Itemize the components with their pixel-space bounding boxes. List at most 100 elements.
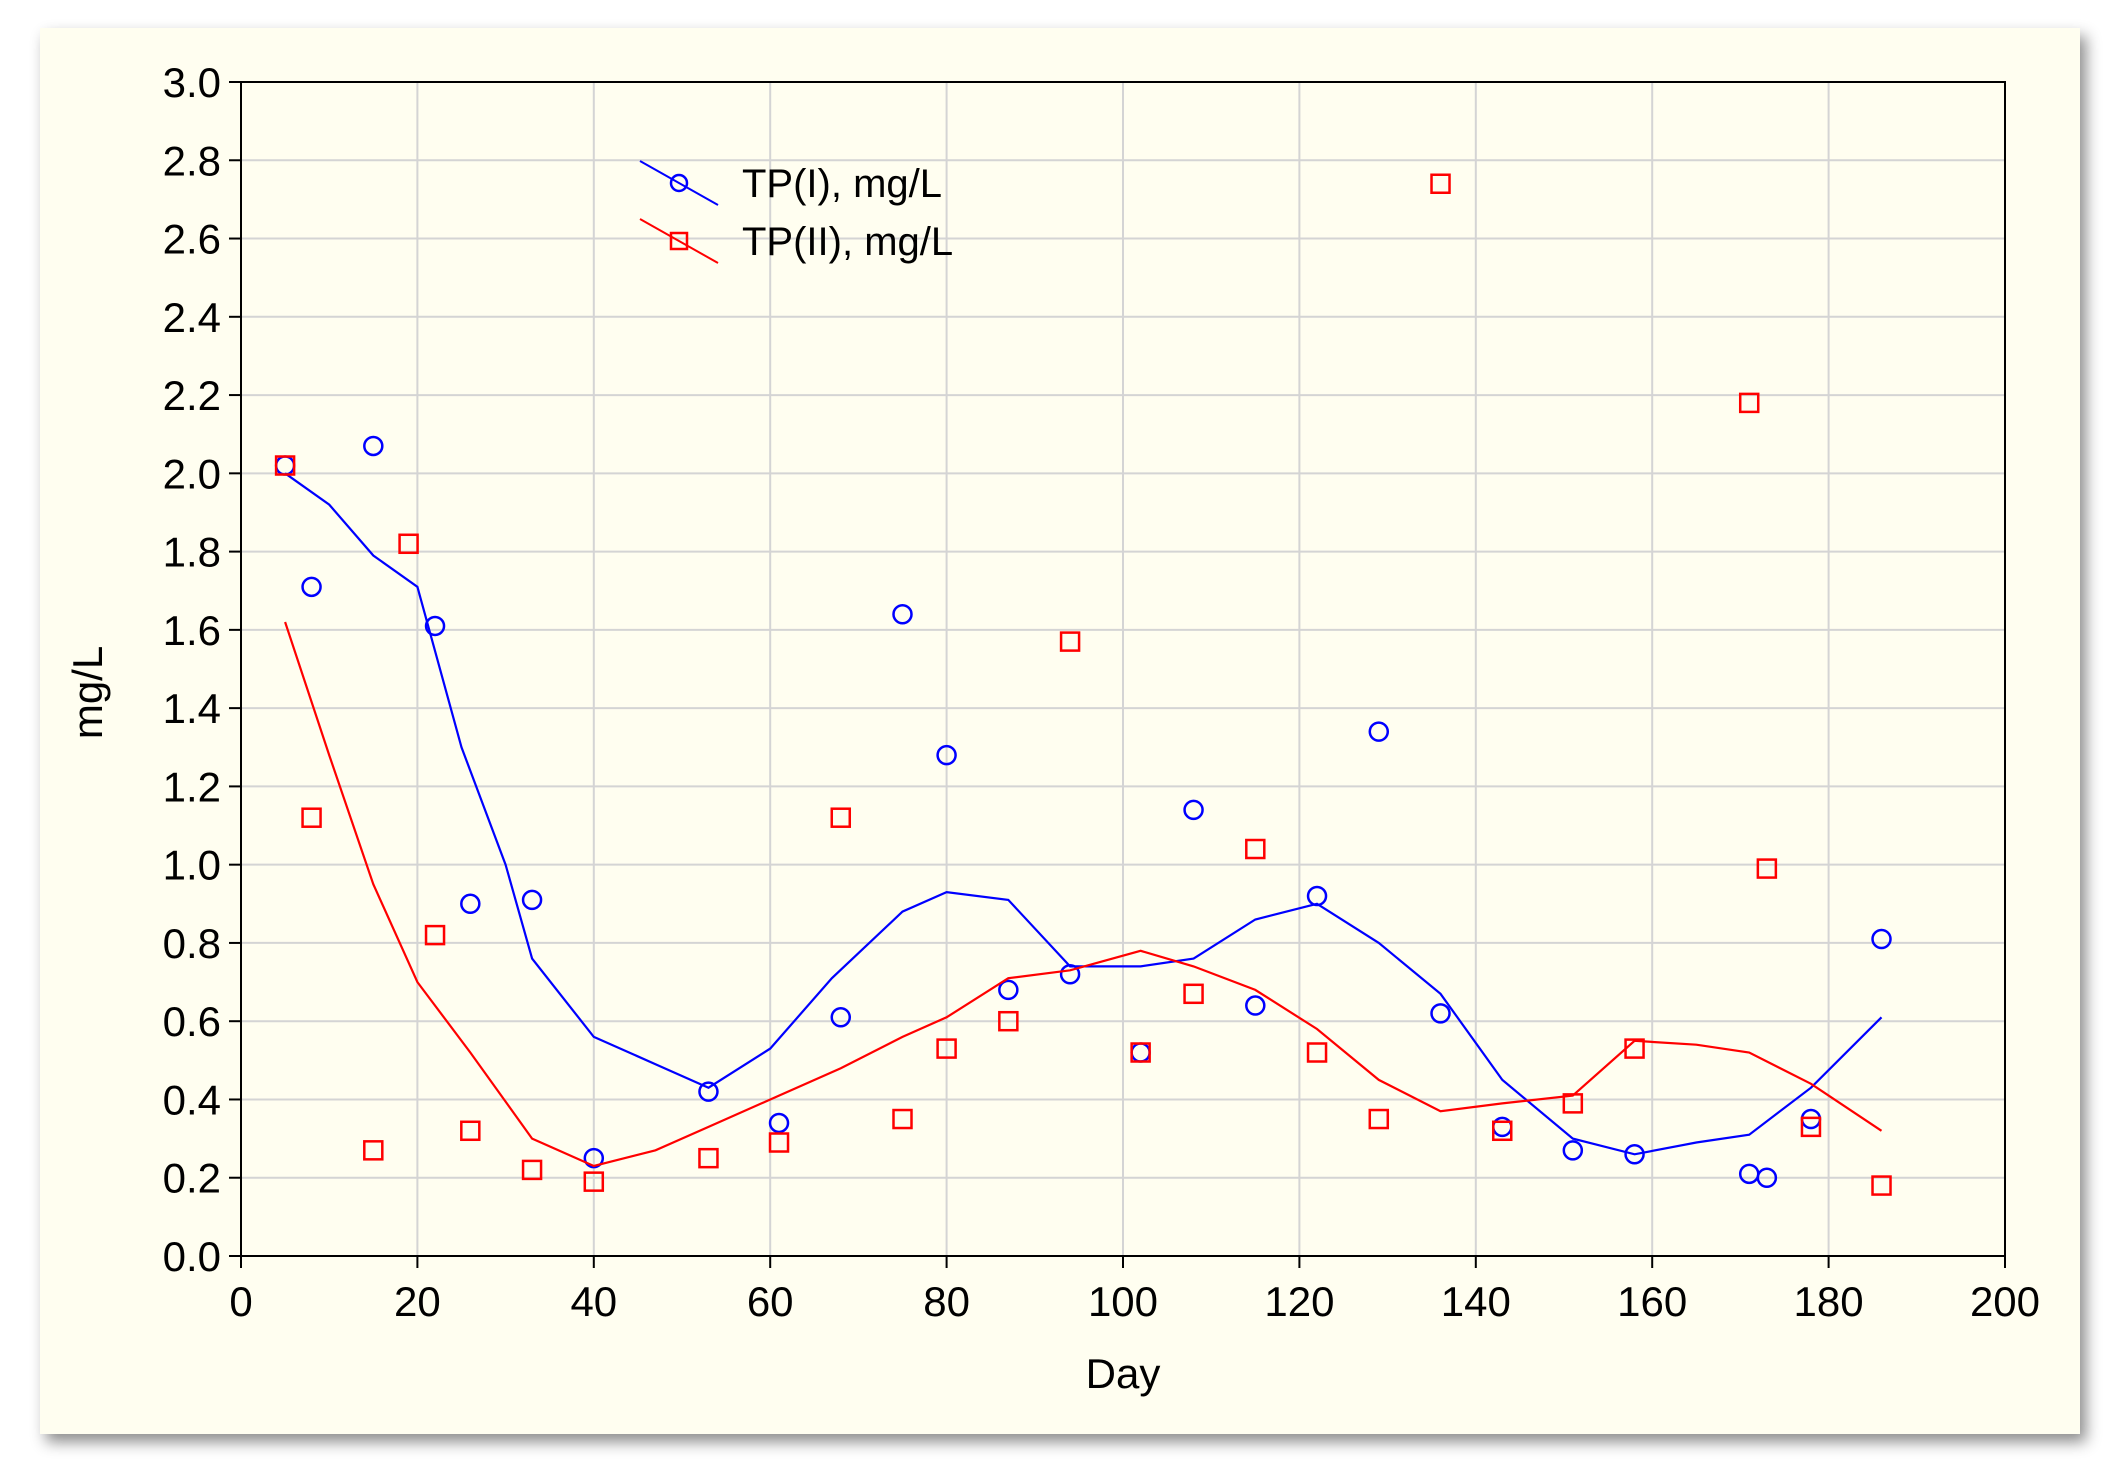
data-point-circle xyxy=(936,744,957,766)
data-point-square xyxy=(936,1038,957,1059)
x-tick-label: 100 xyxy=(1088,1278,1158,1325)
series-layer xyxy=(274,173,1892,1196)
data-point-square xyxy=(460,1120,481,1142)
data-point-square xyxy=(301,807,322,828)
x-tick-label: 80 xyxy=(923,1278,970,1325)
data-point-square xyxy=(998,1010,1019,1032)
data-point-square xyxy=(274,455,296,476)
data-point-square xyxy=(424,924,446,946)
chart-frame: 0 20 40 60 80 100 120 140 160 180 200 0.0 0.2 0.4 0.6 0… xyxy=(40,28,2080,1434)
y-tick-label: 0.8 xyxy=(163,920,221,967)
data-point-square xyxy=(698,1147,719,1169)
data-point-circle xyxy=(768,1112,790,1134)
data-point-square xyxy=(1368,1108,1390,1130)
y-tick-label: 0.4 xyxy=(163,1076,221,1123)
x-tick-label: 180 xyxy=(1794,1278,1864,1325)
x-axis-title: Day xyxy=(1086,1350,1161,1397)
data-point-square xyxy=(363,1140,384,1161)
data-point-circle xyxy=(363,435,384,457)
y-tick-label: 2.6 xyxy=(163,216,221,263)
legend-line-tp-ii xyxy=(639,218,719,264)
y-tick-label: 1.8 xyxy=(163,529,221,576)
axis-ticks: 0 20 40 60 80 100 120 140 160 180 200 0.0 0.2 0.4 0.6 0… xyxy=(163,59,2040,1325)
data-point-circle xyxy=(698,1081,719,1102)
data-point-square xyxy=(1306,1042,1328,1063)
y-axis-title: mg/L xyxy=(64,646,111,739)
data-point-square xyxy=(1430,173,1451,194)
y-tick-label: 0.0 xyxy=(163,1233,221,1280)
legend-entry-tp-i: TP(I), mg/L xyxy=(639,160,942,206)
data-point-square xyxy=(830,807,852,828)
data-point-square xyxy=(1245,838,1266,860)
data-point-circle xyxy=(1306,885,1328,907)
data-point-circle xyxy=(1562,1140,1584,1161)
data-point-circle xyxy=(1871,928,1892,950)
y-tick-label: 1.4 xyxy=(163,685,221,732)
data-point-circle xyxy=(1624,1144,1645,1165)
legend: TP(I), mg/L TP(II), mg/L xyxy=(639,160,953,264)
data-point-square xyxy=(1130,1042,1151,1063)
x-tick-label: 20 xyxy=(394,1278,441,1325)
y-tick-label: 1.6 xyxy=(163,607,221,654)
legend-square-marker-icon xyxy=(669,231,689,251)
series-0 xyxy=(274,435,1892,1188)
data-point-circle xyxy=(1368,721,1390,742)
grid-lines xyxy=(240,81,2006,1257)
y-tick-label: 0.6 xyxy=(163,998,221,1045)
x-tick-label: 120 xyxy=(1264,1278,1334,1325)
chart-canvas: 0 20 40 60 80 100 120 140 160 180 200 0.0 0.2 0.4 0.6 0… xyxy=(64,59,2040,1397)
data-point-square xyxy=(1183,983,1204,1005)
x-tick-label: 40 xyxy=(570,1278,617,1325)
data-point-circle xyxy=(521,889,543,911)
y-tick-label: 2.0 xyxy=(163,450,221,497)
y-tick-label: 0.2 xyxy=(163,1155,221,1202)
data-point-square xyxy=(583,1171,605,1192)
data-point-square xyxy=(521,1159,543,1181)
y-tick-label: 2.2 xyxy=(163,372,221,419)
data-point-circle xyxy=(1738,1163,1760,1185)
data-point-square xyxy=(1624,1038,1645,1059)
data-point-square xyxy=(1738,392,1760,414)
data-point-circle xyxy=(1430,1003,1451,1024)
data-point-square xyxy=(1562,1093,1584,1114)
data-point-square xyxy=(398,533,419,555)
data-point-circle xyxy=(1183,799,1204,821)
legend-entry-tp-ii: TP(II), mg/L xyxy=(639,218,953,264)
y-tick-label: 1.0 xyxy=(163,842,221,889)
x-tick-label: 0 xyxy=(229,1278,252,1325)
series-0-fit-line xyxy=(284,472,1883,1156)
data-point-circle xyxy=(998,979,1019,1001)
data-point-circle xyxy=(460,893,481,915)
data-point-square xyxy=(1871,1175,1892,1196)
data-point-circle xyxy=(1756,1167,1778,1188)
data-point-circle xyxy=(274,455,296,476)
data-point-circle xyxy=(892,603,913,625)
y-tick-label: 2.8 xyxy=(163,137,221,184)
y-tick-label: 1.2 xyxy=(163,763,221,810)
y-tick-label: 2.4 xyxy=(163,294,221,341)
data-point-circle xyxy=(1245,995,1266,1016)
data-point-circle xyxy=(424,615,446,637)
data-point-square xyxy=(1756,858,1778,879)
data-point-square xyxy=(1800,1116,1822,1138)
data-point-circle xyxy=(583,1147,605,1169)
x-tick-label: 60 xyxy=(747,1278,794,1325)
x-tick-label: 140 xyxy=(1441,1278,1511,1325)
series-1 xyxy=(274,173,1892,1196)
data-point-square xyxy=(1492,1120,1513,1142)
series-1-fit-line xyxy=(284,621,1883,1168)
data-point-circle xyxy=(1059,963,1081,985)
legend-label-tp-i: TP(I), mg/L xyxy=(742,162,942,206)
data-point-square xyxy=(892,1108,913,1130)
data-point-square xyxy=(1059,631,1081,652)
data-point-circle xyxy=(301,576,322,598)
data-point-circle xyxy=(1130,1042,1151,1063)
data-point-square xyxy=(768,1132,790,1153)
legend-circle-marker-icon xyxy=(669,173,689,193)
legend-label-tp-ii: TP(II), mg/L xyxy=(742,220,953,264)
x-tick-label: 200 xyxy=(1970,1278,2040,1325)
legend-line-tp-i xyxy=(639,160,719,206)
x-tick-label: 160 xyxy=(1617,1278,1687,1325)
data-point-circle xyxy=(830,1007,852,1028)
y-tick-label: 3.0 xyxy=(163,59,221,106)
